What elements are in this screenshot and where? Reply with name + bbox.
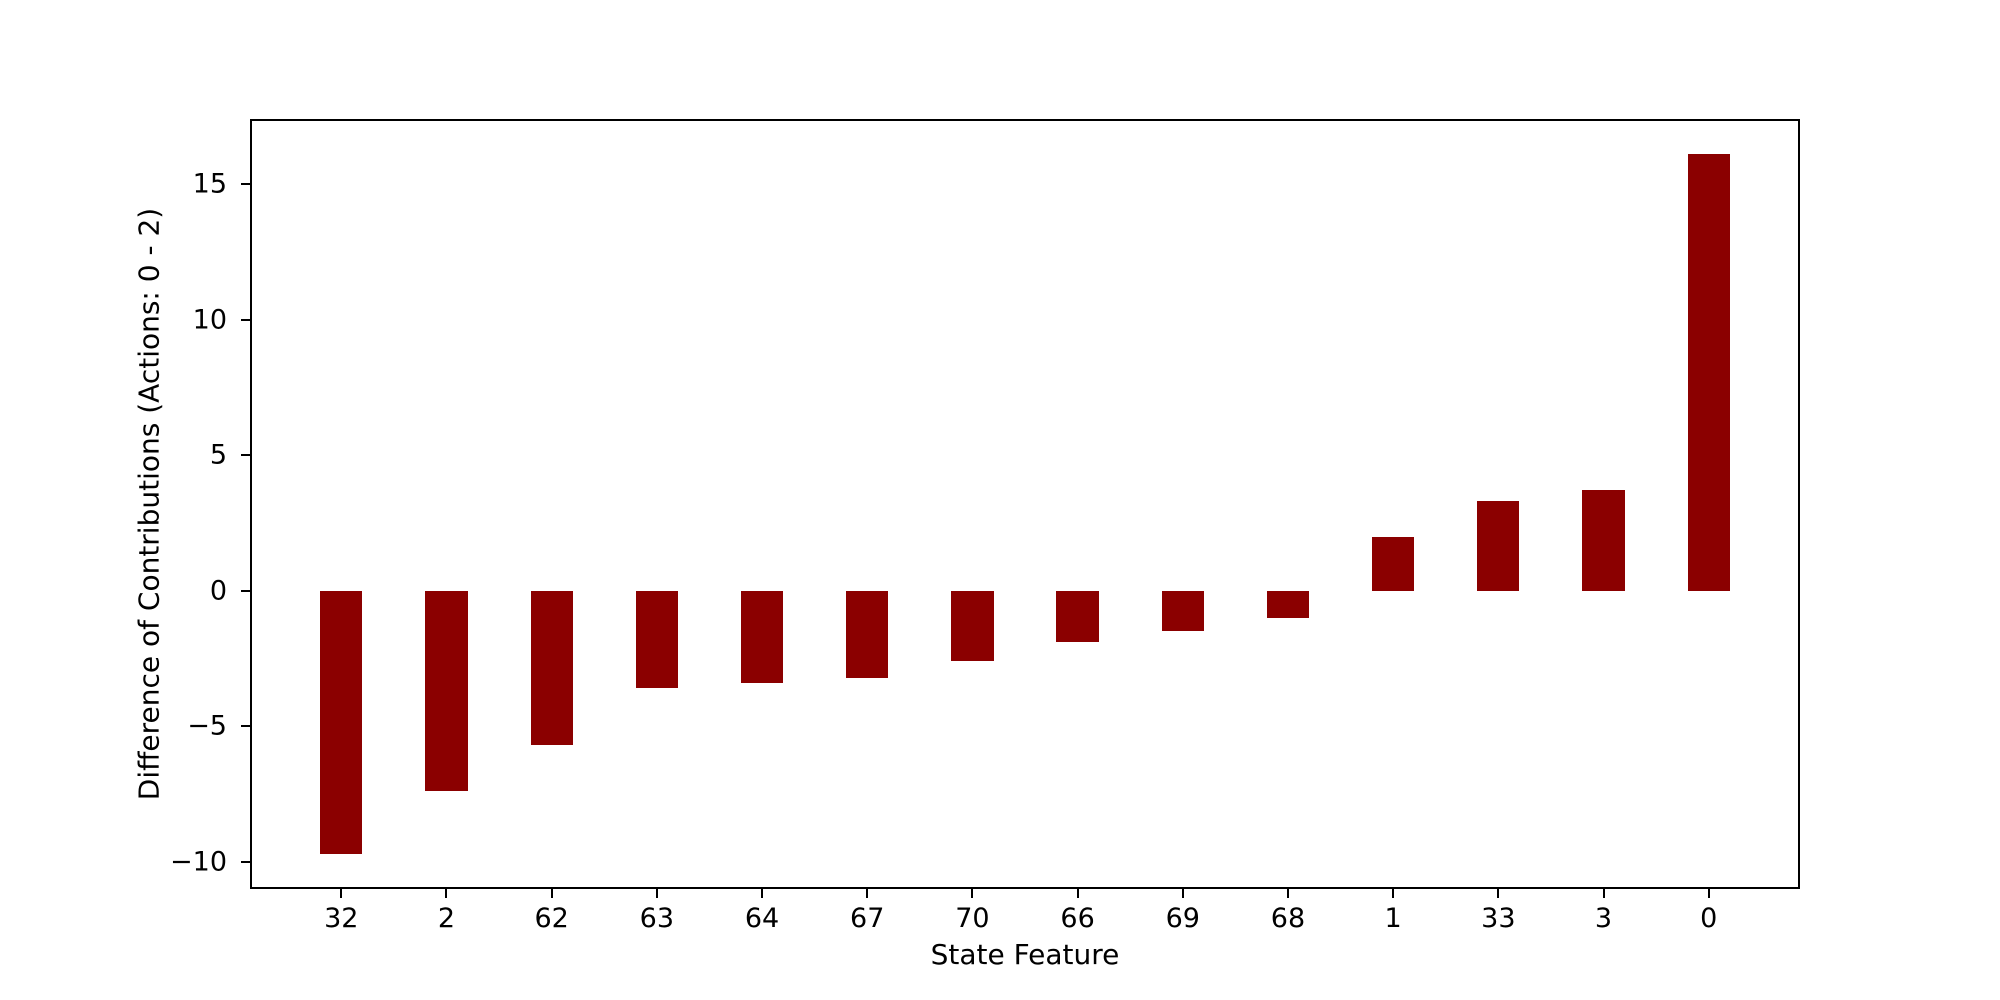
x-tick-label: 3: [1594, 903, 1613, 934]
y-tick-mark: [241, 725, 250, 728]
x-tick-mark: [866, 889, 869, 898]
x-tick-mark: [1286, 889, 1289, 898]
y-tick-label: −10: [170, 846, 227, 878]
x-tick-mark: [1497, 889, 1500, 898]
x-tick-label: 69: [1165, 903, 1200, 934]
x-tick-mark: [655, 889, 658, 898]
x-tick-label: 1: [1384, 903, 1402, 934]
bar-feature-62: [530, 590, 573, 746]
x-tick-mark: [761, 889, 764, 898]
x-axis-label: State Feature: [930, 938, 1120, 971]
bar-feature-70: [951, 590, 994, 662]
plot-area: [250, 119, 1800, 889]
y-tick-mark: [241, 860, 250, 863]
x-tick-mark: [1602, 889, 1605, 898]
y-axis-label: Difference of Contributions (Actions: 0 …: [132, 207, 166, 801]
x-tick-label: 0: [1700, 903, 1718, 934]
y-tick-label: 5: [209, 439, 227, 471]
x-tick-label: 67: [850, 903, 885, 934]
x-tick-mark: [550, 889, 553, 898]
x-tick-mark: [1392, 889, 1395, 898]
x-tick-mark: [1181, 889, 1184, 898]
y-tick-mark: [241, 454, 250, 457]
bar-feature-66: [1056, 590, 1099, 643]
x-tick-label: 70: [955, 903, 990, 934]
y-tick-mark: [241, 183, 250, 186]
x-tick-label: 33: [1481, 903, 1516, 934]
bar-feature-2: [425, 590, 468, 792]
y-tick-mark: [241, 589, 250, 592]
x-tick-mark: [1076, 889, 1079, 898]
bar-feature-67: [846, 590, 889, 678]
bar-feature-1: [1372, 536, 1415, 591]
x-tick-label: 2: [437, 903, 456, 934]
bar-feature-3: [1582, 490, 1625, 591]
bar-feature-33: [1477, 501, 1520, 591]
x-tick-mark: [971, 889, 974, 898]
x-tick-label: 68: [1270, 903, 1306, 934]
x-tick-label: 62: [534, 903, 569, 934]
x-tick-label: 66: [1060, 903, 1095, 934]
bar-feature-64: [740, 590, 784, 683]
bar-feature-63: [635, 590, 678, 689]
x-tick-label: 64: [744, 903, 780, 934]
x-tick-mark: [1707, 889, 1710, 898]
y-tick-label: −5: [187, 710, 227, 742]
x-tick-label: 63: [639, 903, 675, 934]
x-tick-label: 32: [324, 903, 359, 934]
bar-feature-68: [1266, 590, 1310, 618]
x-tick-mark: [340, 889, 343, 898]
y-tick-label: 0: [209, 575, 227, 607]
y-tick-mark: [241, 318, 250, 321]
y-tick-label: 15: [192, 168, 227, 200]
y-tick-label: 10: [192, 304, 227, 336]
bar-feature-0: [1687, 154, 1730, 591]
bar-feature-32: [320, 590, 363, 854]
x-tick-mark: [445, 889, 448, 898]
bar-feature-69: [1161, 590, 1204, 632]
